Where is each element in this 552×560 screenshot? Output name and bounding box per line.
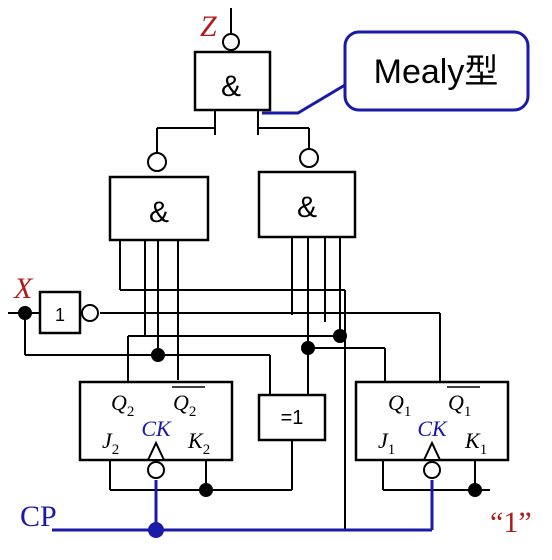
ff2-clock-triangle xyxy=(146,440,166,461)
flip-flop-2: Q2 Q2 J2 CK K2 xyxy=(78,380,234,479)
svg-text:Q1: Q1 xyxy=(448,390,471,420)
svg-text:J1: J1 xyxy=(378,428,395,458)
junction-dot xyxy=(151,348,165,362)
ff2-k: K xyxy=(187,428,204,453)
svg-text:J2: J2 xyxy=(102,428,119,458)
junction-dot xyxy=(468,483,482,497)
svg-text:K2: K2 xyxy=(187,428,210,458)
inversion-bubble xyxy=(147,152,167,172)
ff1-q: Q xyxy=(388,390,404,415)
junction-dot-clock xyxy=(148,522,164,538)
inversion-bubble xyxy=(299,148,319,168)
and-gate-top: & xyxy=(193,33,272,112)
and-gate-right: & xyxy=(257,148,357,239)
and-gate-left: & xyxy=(108,152,210,242)
ff2-j-sub: 2 xyxy=(112,442,120,458)
ff2-j: J xyxy=(102,428,113,453)
svg-text:Q2: Q2 xyxy=(173,390,196,420)
ff1-q-sub: 1 xyxy=(404,404,412,420)
and-left-label: & xyxy=(149,196,169,229)
not-gate: 1 xyxy=(38,290,99,335)
ff1-qbar: Q xyxy=(448,390,464,415)
mealy-callout: Mealy型 xyxy=(343,30,530,112)
svg-text:K1: K1 xyxy=(464,428,487,458)
ff1-k-sub: 1 xyxy=(480,442,488,458)
junction-dot xyxy=(301,341,315,355)
input-x-label: X xyxy=(13,272,34,305)
junction-dot xyxy=(18,306,32,320)
output-z-label: Z xyxy=(200,10,217,43)
ff1-j-sub: 1 xyxy=(388,442,396,458)
and-right-label: & xyxy=(297,191,317,224)
ff1-clock-triangle xyxy=(422,440,442,461)
inversion-bubble xyxy=(81,304,99,322)
ff1-clock-bubble xyxy=(423,461,441,479)
ff1-qbar-sub: 1 xyxy=(464,404,472,420)
xor-gate: =1 xyxy=(257,393,327,442)
ff2-k-sub: 2 xyxy=(203,442,211,458)
junction-dots xyxy=(18,306,482,538)
ff2-q-sub: 2 xyxy=(127,404,135,420)
xor-label: =1 xyxy=(281,407,304,429)
flip-flop-1: Q1 Q1 J1 CK K1 xyxy=(354,380,510,479)
junction-dot xyxy=(199,483,213,497)
const-one-label: “1” xyxy=(490,506,532,539)
inversion-bubble xyxy=(222,33,240,51)
svg-text:Q1: Q1 xyxy=(388,390,411,420)
ff1-ck: CK xyxy=(417,416,448,441)
ff1-k: K xyxy=(464,428,481,453)
not-label: 1 xyxy=(55,305,65,325)
ff1-j: J xyxy=(378,428,389,453)
clock-cp-label: CP xyxy=(20,500,57,533)
ff2-clock-bubble xyxy=(147,461,165,479)
ff2-q: Q xyxy=(111,390,127,415)
junction-dot xyxy=(333,329,347,343)
callout-text: Mealy型 xyxy=(374,53,499,91)
wires xyxy=(8,8,490,530)
and-top-label: & xyxy=(221,70,241,103)
ff2-qbar: Q xyxy=(173,390,189,415)
ff2-qbar-sub: 2 xyxy=(189,404,197,420)
clock-wires xyxy=(52,83,434,532)
ff2-ck: CK xyxy=(141,416,172,441)
svg-text:Q2: Q2 xyxy=(111,390,134,420)
